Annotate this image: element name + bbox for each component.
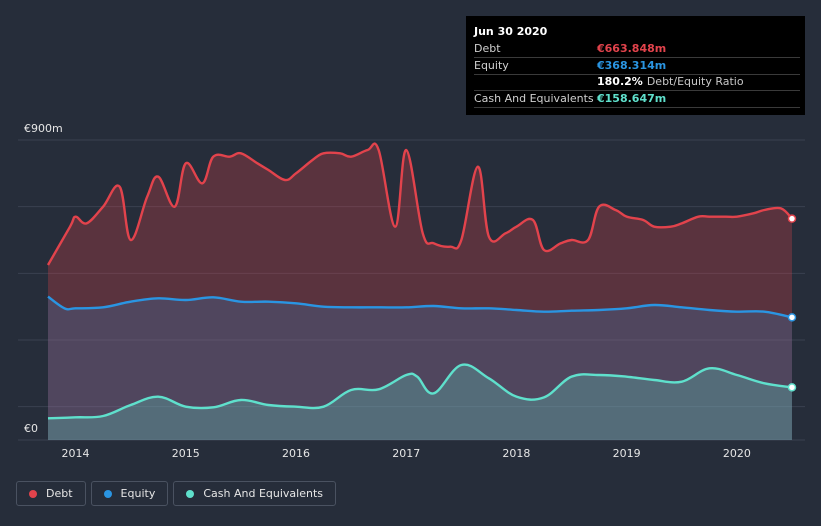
legend-item-debt[interactable]: Debt	[16, 481, 86, 506]
x-tick-label: 2016	[282, 447, 310, 460]
tooltip-ratio-label: Debt/Equity Ratio	[646, 75, 744, 88]
tooltip-label-debt: Debt	[474, 42, 501, 55]
line-cash-and-equivalents	[47, 363, 793, 420]
tooltip-label-equity: Equity	[474, 59, 509, 72]
tooltip: Jun 30 2020 Debt €663.848m Equity €368.3…	[466, 16, 805, 115]
tooltip-row-equity: Equity €368.314m	[474, 58, 800, 75]
x-tick-label: 2015	[172, 447, 200, 460]
legend-label-debt: Debt	[46, 487, 73, 500]
end-marker-equity	[787, 313, 797, 322]
legend-label-equity: Equity	[120, 487, 156, 500]
tooltip-ratio-value: 180.2%	[597, 75, 643, 88]
tooltip-date: Jun 30 2020	[474, 25, 548, 38]
legend-dot-cash	[186, 489, 195, 498]
tooltip-row-debt: Debt €663.848m	[474, 41, 800, 58]
x-tick-label: 2020	[723, 447, 751, 460]
x-tick-label: 2018	[502, 447, 530, 460]
tooltip-ratio: 180.2% Debt/Equity Ratio	[597, 75, 744, 88]
x-tick-label: 2017	[392, 447, 420, 460]
y-tick-label-bottom: €0	[24, 422, 38, 435]
legend-label-cash: Cash And Equivalents	[203, 487, 323, 500]
legend: Debt Equity Cash And Equivalents	[16, 481, 336, 506]
tooltip-row-ratio: 180.2% Debt/Equity Ratio	[474, 74, 800, 91]
area-debt	[48, 143, 792, 440]
end-marker-debt	[787, 214, 797, 223]
tooltip-value-cash: €158.647m	[597, 92, 667, 105]
tooltip-value-debt: €663.848m	[597, 42, 667, 55]
x-tick-label: 2019	[613, 447, 641, 460]
area-cash-and-equivalents	[48, 364, 792, 440]
y-tick-label-top: €900m	[24, 122, 63, 135]
tooltip-row-cash: Cash And Equivalents €158.647m	[474, 91, 800, 108]
legend-dot-debt	[29, 489, 37, 498]
legend-dot-equity	[103, 489, 112, 498]
tooltip-value-equity: €368.314m	[597, 59, 667, 72]
end-marker-cash-and-equivalents	[787, 383, 797, 392]
x-tick-label: 2014	[62, 447, 90, 460]
line-debt	[46, 142, 793, 266]
tooltip-label-cash: Cash And Equivalents	[474, 92, 594, 105]
legend-item-cash[interactable]: Cash And Equivalents	[173, 481, 336, 506]
area-equity	[48, 296, 792, 440]
legend-item-equity[interactable]: Equity	[90, 481, 169, 506]
line-equity	[47, 295, 793, 319]
